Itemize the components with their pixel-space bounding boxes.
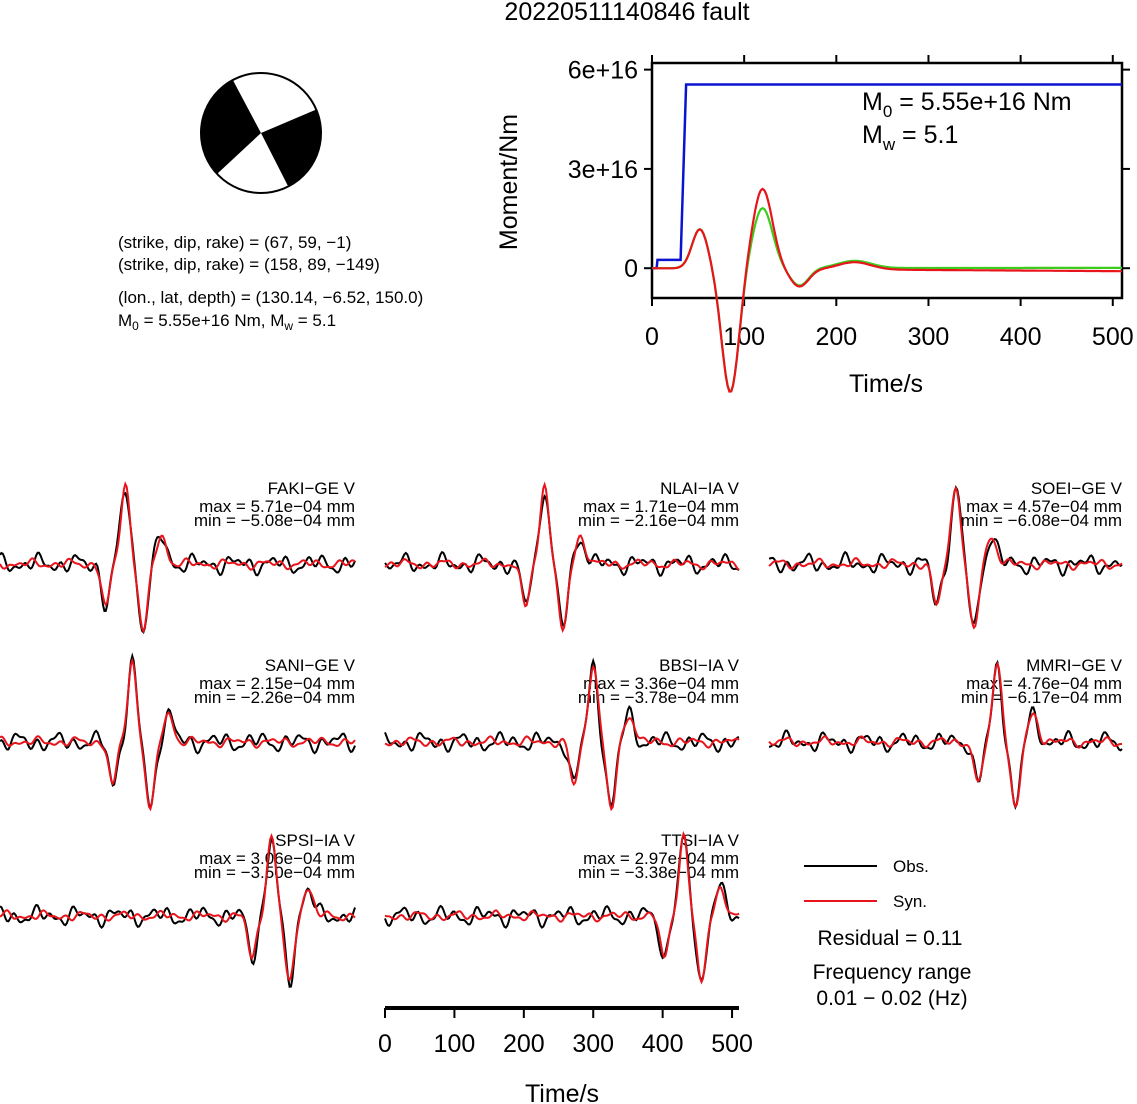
moment-ylabel: Moment/Nm xyxy=(495,114,523,250)
station-max: max = 2.15e−04 mm xyxy=(199,674,355,693)
obs-trace xyxy=(0,652,356,811)
waveform-xlabel: Time/s xyxy=(525,1080,599,1104)
moment-xtick-label: 0 xyxy=(645,323,659,351)
station-min: min = −3.78e−04 mm xyxy=(578,688,739,707)
syn-trace xyxy=(768,485,1123,630)
station-name: NLAI−IA V xyxy=(660,479,740,498)
syn-trace xyxy=(0,481,356,634)
moment-xtick-label: 200 xyxy=(815,323,857,351)
beachball xyxy=(200,72,322,194)
moment-panel: 0 3e+16 6e+16 0 100 200 300 400 500 Moment/Nm Ti… xyxy=(495,55,1134,398)
station-min: min = −3.38e−04 mm xyxy=(578,863,739,882)
station-name: SANI−GE V xyxy=(265,656,356,675)
obs-trace xyxy=(0,491,356,635)
station-max: max = 3.36e−04 mm xyxy=(583,674,739,693)
mechanism-plane1: (strike, dip, rake) = (67, 59, −1) xyxy=(118,233,351,252)
station-max: max = 2.97e−04 mm xyxy=(583,849,739,868)
moment-red-trace xyxy=(652,187,1122,393)
station-name: BBSI−IA V xyxy=(659,656,740,675)
station-name: TTSI−IA V xyxy=(661,831,740,850)
station-min: min = −6.08e−04 mm xyxy=(961,511,1122,530)
moment-xtick-label: 100 xyxy=(723,323,765,351)
obs-trace xyxy=(384,494,740,628)
station-name: SOEI−GE V xyxy=(1031,479,1123,498)
beachball-quadrant-east xyxy=(261,109,321,187)
legend-freq-value: 0.01 − 0.02 (Hz) xyxy=(816,987,967,1010)
syn-trace xyxy=(384,481,740,634)
station-name: MMRI−GE V xyxy=(1026,656,1123,675)
moment-xtick-label: 300 xyxy=(908,323,950,351)
obs-trace xyxy=(768,484,1123,625)
obs-trace xyxy=(384,657,740,809)
moment-function-line xyxy=(652,83,1122,270)
waveform-xtick-label: 0 xyxy=(378,1030,392,1058)
station-name: SPSI−IA V xyxy=(275,831,356,850)
mechanism-info: (strike, dip, rake) = (67, 59, −1) (stri… xyxy=(118,233,423,333)
moment-xtick-label: 500 xyxy=(1092,323,1134,351)
station-min: min = −2.16e−04 mm xyxy=(578,511,739,530)
waveform-xtick-label: 200 xyxy=(503,1030,545,1058)
station-min: min = −6.17e−04 mm xyxy=(961,688,1122,707)
waveform-xtick-label: 500 xyxy=(711,1030,753,1058)
moment-mw-label: Mw = 5.1 xyxy=(862,121,958,154)
station-name: FAKI−GE V xyxy=(268,479,356,498)
moment-green-trace xyxy=(652,206,1122,393)
moment-m0-label: M0 = 5.55e+16 Nm xyxy=(862,88,1072,121)
station-min: min = −2.26e−04 mm xyxy=(194,688,355,707)
waveform-xtick-label: 100 xyxy=(434,1030,476,1058)
syn-trace xyxy=(384,664,740,812)
waveform-xtick-label: 300 xyxy=(572,1030,614,1058)
waveform-xtick-label: 400 xyxy=(642,1030,684,1058)
mechanism-magnitude: M0 = 5.55e+16 Nm, Mw = 5.1 xyxy=(118,311,336,333)
legend-residual: Residual = 0.11 xyxy=(818,927,963,950)
station-max: max = 1.71e−04 mm xyxy=(583,497,739,516)
beachball-quadrant-west xyxy=(201,80,261,174)
station-max: max = 4.76e−04 mm xyxy=(966,674,1122,693)
legend-syn-label: Syn. xyxy=(893,892,927,911)
station-max: max = 5.71e−04 mm xyxy=(199,497,355,516)
syn-trace xyxy=(768,661,1122,809)
station-max: max = 4.57e−04 mm xyxy=(966,497,1122,516)
station-min: min = −3.50e−04 mm xyxy=(194,863,355,882)
syn-trace xyxy=(384,830,740,985)
station-min: min = −5.08e−04 mm xyxy=(194,511,355,530)
figure-title: 20220511140846 fault xyxy=(504,0,749,26)
moment-ytick-label: 6e+16 xyxy=(568,57,638,85)
moment-xtick-label: 400 xyxy=(1000,323,1042,351)
moment-plot-frame xyxy=(650,61,1124,300)
syn-trace xyxy=(0,833,356,982)
legend: Obs. Syn. Residual = 0.11 Frequency rang… xyxy=(804,857,971,1010)
mechanism-location: (lon., lat, depth) = (130.14, −6.52, 150… xyxy=(118,288,423,307)
beachball-border xyxy=(200,72,322,194)
legend-obs-label: Obs. xyxy=(893,857,929,876)
moment-ytick-label: 0 xyxy=(624,255,638,283)
station-max: max = 3.06e−04 mm xyxy=(199,849,355,868)
waveform-time-axis: 0 100 200 300 400 500 Time/s xyxy=(378,1006,753,1104)
moment-xlabel: Time/s xyxy=(849,370,923,398)
syn-trace xyxy=(0,657,356,812)
mechanism-plane2: (strike, dip, rake) = (158, 89, −149) xyxy=(118,255,380,274)
moment-ytick-label: 3e+16 xyxy=(568,156,638,184)
legend-freq-label: Frequency range xyxy=(813,961,972,984)
